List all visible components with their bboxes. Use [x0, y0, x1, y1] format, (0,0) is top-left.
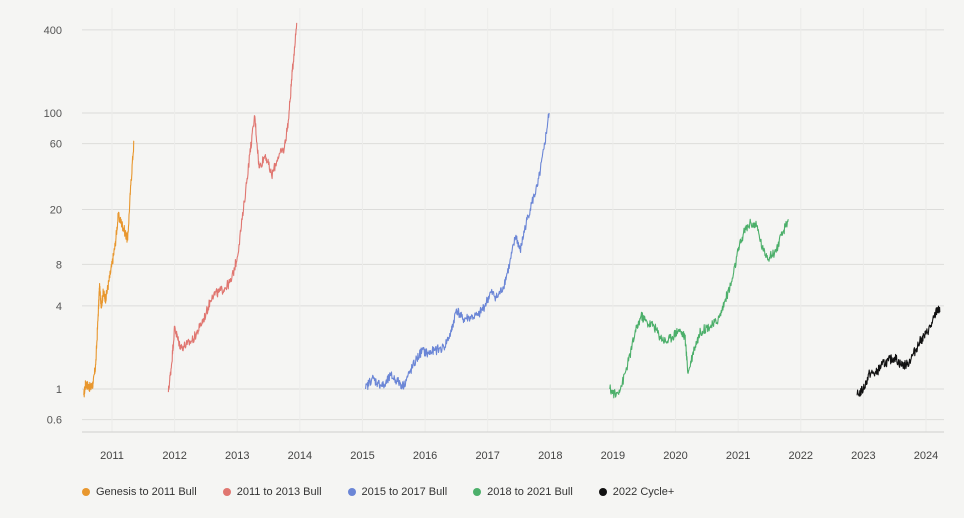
legend-item: 2015 to 2017 Bull: [347, 486, 448, 498]
x-tick-label: 2017: [475, 450, 499, 462]
series-line-3: [609, 218, 789, 399]
legend-dot-icon: [347, 488, 356, 496]
chart-plot: 400 100 60 20 8 4 1 0.6 2011 2012 2013 2014 2015 2016…: [43, 22, 944, 462]
x-tick-label: 2012: [162, 450, 186, 462]
x-tick-label: 2013: [225, 450, 249, 462]
series-line-1: [167, 22, 298, 393]
y-tick-label: 100: [44, 108, 62, 120]
x-tick-label: 2019: [601, 450, 625, 462]
legend-label: 2022 Cycle+: [612, 486, 675, 498]
series-line-2: [365, 112, 550, 391]
y-tick-label: 20: [50, 204, 62, 216]
y-tick-label: 8: [56, 259, 62, 271]
legend-dot-icon: [222, 488, 231, 496]
legend-label: Genesis to 2011 Bull: [96, 486, 197, 498]
x-tick-label: 2023: [851, 450, 875, 462]
legend-item: 2022 Cycle+: [598, 486, 675, 498]
legend-dot-icon: [82, 488, 90, 496]
y-tick-label: 400: [44, 25, 62, 37]
legend-label: 2011 to 2013 Bull: [236, 486, 322, 498]
x-tick-label: 2021: [726, 450, 750, 462]
chart-legend: Genesis to 2011 Bull 2011 to 2013 Bull 201…: [82, 486, 700, 498]
series-line-4: [856, 305, 941, 397]
x-tick-label: 2015: [350, 450, 374, 462]
y-tick-label: 0.6: [47, 415, 62, 427]
legend-label: 2015 to 2017 Bull: [361, 486, 448, 498]
x-tick-label: 2022: [789, 450, 813, 462]
y-tick-label: 4: [56, 301, 62, 313]
x-tick-label: 2016: [413, 450, 437, 462]
x-tick-label: 2014: [288, 450, 312, 462]
legend-label: 2018 to 2021 Bull: [487, 486, 573, 498]
legend-item: 2011 to 2013 Bull: [222, 486, 322, 498]
legend-item: 2018 to 2021 Bull: [473, 486, 573, 498]
legend-item: Genesis to 2011 Bull: [82, 486, 197, 498]
legend-dot-icon: [598, 488, 607, 496]
x-tick-label: 2024: [914, 450, 938, 462]
x-tick-label: 2011: [100, 450, 124, 462]
legend-dot-icon: [473, 488, 482, 496]
y-tick-label: 1: [56, 384, 62, 396]
series-line-0: [83, 140, 135, 398]
y-tick-label: 60: [50, 139, 62, 151]
x-tick-label: 2020: [663, 450, 687, 462]
x-tick-label: 2018: [538, 450, 562, 462]
